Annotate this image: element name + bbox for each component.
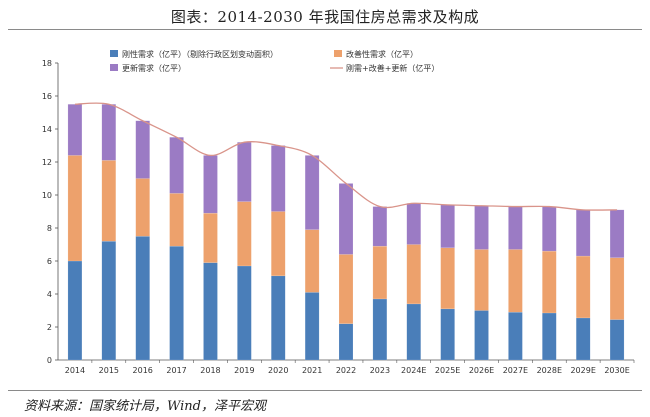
x-tick-label: 2024E	[401, 366, 426, 375]
bar-segment-3	[67, 104, 83, 156]
bar-segment-2	[406, 244, 421, 305]
bar-segment-3	[575, 209, 591, 257]
bar-segment-1	[609, 319, 625, 361]
bar-segment-2	[440, 247, 455, 310]
x-tick-label: 2019	[234, 366, 254, 375]
bar-segment-3	[440, 204, 455, 248]
bar-segment-2	[338, 254, 354, 324]
y-tick-label: 16	[42, 92, 52, 101]
bar-segment-1	[338, 323, 354, 361]
bar-segment-2	[542, 250, 557, 314]
x-tick-label: 2014	[65, 366, 85, 375]
x-tick-label: 2016	[133, 366, 153, 375]
bar-segment-1	[406, 303, 421, 361]
bar-segment-2	[372, 245, 388, 300]
bar-segment-1	[508, 311, 523, 361]
y-tick-label: 18	[42, 59, 52, 68]
bar-segment-2	[304, 229, 320, 293]
bar-segment-1	[575, 317, 591, 361]
y-tick-label: 4	[47, 290, 52, 299]
bar-segment-1	[440, 308, 455, 361]
bar-segment-3	[508, 206, 523, 250]
x-tick-label: 2029E	[570, 366, 595, 375]
y-tick-label: 8	[47, 224, 52, 233]
bar-segment-3	[271, 145, 286, 212]
x-tick-label: 2017	[166, 366, 186, 375]
legend-label-4: 刚需+改善+更新（亿平）	[346, 63, 439, 73]
x-tick-label: 2022	[336, 366, 356, 375]
bar-segment-3	[406, 203, 421, 245]
y-tick-label: 14	[42, 125, 52, 134]
x-tick-label: 2023	[370, 366, 390, 375]
bar-segment-1	[542, 312, 557, 361]
bar-segment-1	[101, 240, 117, 361]
title-divider	[8, 29, 642, 30]
bar-segment-2	[508, 249, 523, 313]
bar-segment-2	[203, 212, 218, 263]
bar-segment-2	[237, 201, 252, 267]
legend-label-2: 改善性需求（亿平）	[346, 49, 418, 59]
bar-segment-3	[474, 205, 489, 250]
y-tick-label: 2	[47, 323, 52, 332]
bar-segment-2	[135, 178, 150, 237]
bar-segment-1	[135, 236, 150, 361]
bar-segment-1	[304, 292, 320, 361]
bar-segment-1	[203, 262, 218, 361]
bar-segment-1	[372, 298, 388, 361]
x-tick-label: 2027E	[503, 366, 528, 375]
bar-segment-1	[237, 265, 252, 361]
y-tick-label: 12	[42, 158, 52, 167]
legend-swatch-3	[110, 64, 118, 71]
bar-segment-3	[304, 155, 320, 230]
y-tick-label: 6	[47, 257, 52, 266]
bar-segment-2	[575, 255, 591, 319]
bar-segment-3	[169, 137, 184, 194]
y-tick-label: 10	[42, 191, 52, 200]
legend-swatch-1	[110, 50, 118, 57]
bar-segment-1	[169, 245, 184, 361]
bar-segment-3	[203, 155, 218, 214]
bar-segment-2	[271, 211, 286, 277]
bar-segment-1	[67, 260, 83, 361]
total-demand-line	[74, 102, 618, 211]
bar-segment-3	[135, 120, 150, 179]
bar-segment-2	[609, 257, 625, 320]
x-tick-label: 2025E	[435, 366, 460, 375]
bar-segment-3	[237, 141, 252, 202]
bar-segment-2	[101, 160, 117, 242]
chart-title: 图表：2014-2030 年我国住房总需求及构成	[170, 8, 480, 26]
legend-label-1: 刚性需求（亿平）（剔除行政区划变动面积）	[122, 49, 278, 59]
y-tick-label: 0	[47, 356, 52, 365]
bar-segment-3	[542, 206, 557, 252]
legend-swatch-2	[334, 50, 342, 57]
bar-segment-3	[101, 104, 117, 161]
x-tick-label: 2015	[99, 366, 119, 375]
bar-segment-1	[271, 275, 286, 361]
bar-segment-2	[169, 193, 184, 247]
x-tick-label: 2030E	[604, 366, 629, 375]
bar-segment-3	[338, 183, 354, 255]
bar-segment-2	[67, 155, 83, 262]
legend-label-3: 更新需求（亿平）	[122, 63, 186, 73]
x-tick-label: 2026E	[469, 366, 494, 375]
x-tick-label: 2021	[302, 366, 322, 375]
x-tick-label: 2020	[268, 366, 288, 375]
bar-segment-3	[372, 206, 388, 247]
bar-segment-1	[474, 310, 489, 361]
source-note: 资料来源：国家统计局，Wind，泽平宏观	[24, 399, 266, 414]
x-tick-label: 2028E	[537, 366, 562, 375]
bar-segment-2	[474, 249, 489, 311]
bar-segment-3	[609, 209, 625, 258]
source-divider	[8, 390, 642, 391]
x-tick-label: 2018	[200, 366, 220, 375]
